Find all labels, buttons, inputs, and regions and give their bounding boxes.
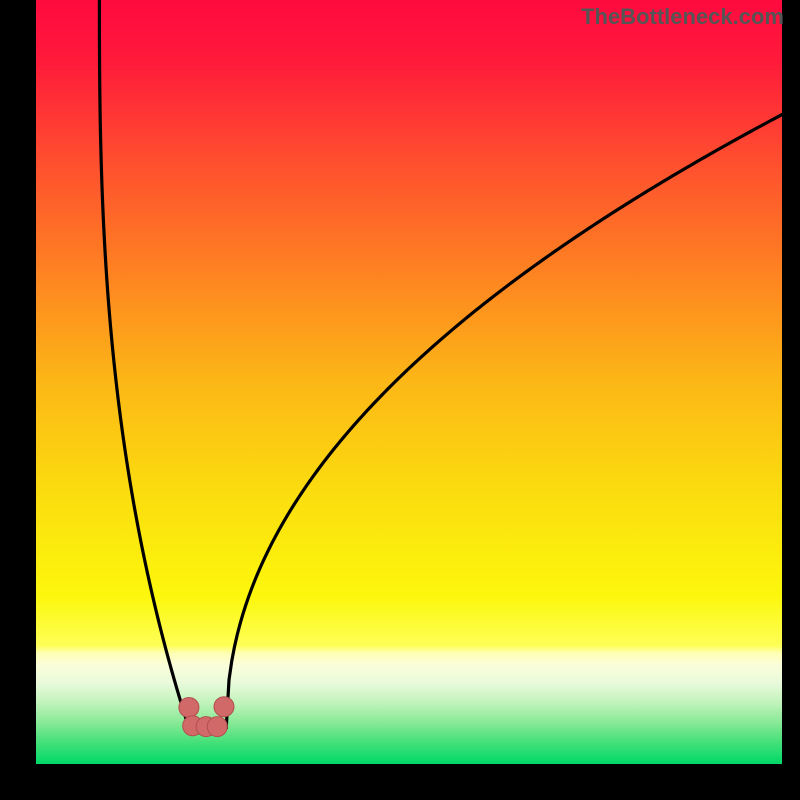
curve-left-branch: [99, 0, 189, 728]
data-marker: [214, 697, 234, 717]
watermark-label: TheBottleneck.com: [581, 4, 784, 30]
chart-container: TheBottleneck.com: [0, 0, 800, 800]
plot-svg: [0, 0, 800, 800]
data-marker: [179, 697, 199, 717]
curve-right-branch: [226, 115, 782, 728]
data-marker: [207, 717, 227, 737]
